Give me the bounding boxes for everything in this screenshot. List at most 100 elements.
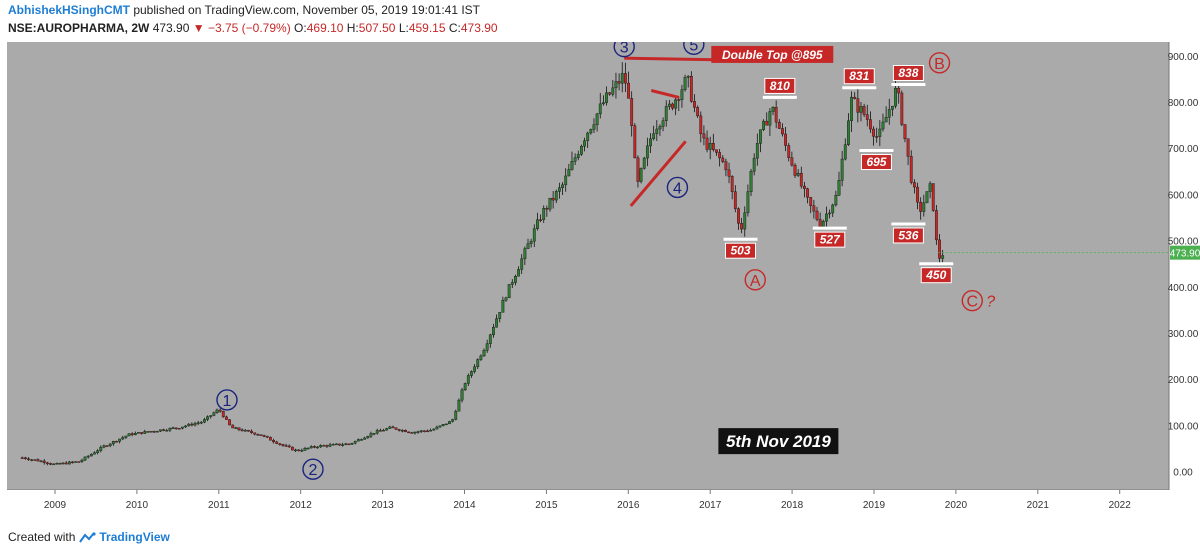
- candle-body: [787, 145, 791, 158]
- time-axis[interactable]: [7, 490, 1169, 522]
- candle-body: [137, 432, 140, 434]
- high-value: 507.50: [358, 21, 396, 35]
- candle-body: [746, 191, 750, 214]
- candle-body: [67, 461, 71, 465]
- candle-body: [341, 444, 345, 446]
- candle-body: [152, 431, 156, 433]
- candle-body: [762, 120, 766, 130]
- candle-body: [856, 98, 860, 113]
- candle-body: [275, 441, 279, 444]
- candle-body: [639, 168, 643, 182]
- candle-body: [554, 191, 558, 201]
- chart-footer: Created with TradingView: [0, 522, 1200, 552]
- candle-body: [108, 443, 112, 447]
- candle-body: [900, 92, 904, 125]
- candle-body: [42, 460, 46, 463]
- candle-body: [429, 429, 433, 432]
- candle-body: [444, 423, 448, 426]
- candle-body: [806, 188, 809, 198]
- symbol-name[interactable]: NSE:AUROPHARMA, 2W: [8, 21, 150, 35]
- candle-body: [61, 462, 65, 465]
- candle-body: [265, 435, 269, 438]
- down-arrow-icon: ▼: [192, 21, 205, 35]
- candle-body: [369, 433, 373, 437]
- chart-canvas[interactable]: 0.00 100.00 200.00 300.00 400.00 500.00 600.00…: [0, 33, 1200, 522]
- candle-body: [30, 459, 34, 461]
- candle-body: [558, 187, 561, 192]
- candle-body: [347, 443, 351, 446]
- candle-body: [118, 438, 122, 442]
- candle-body: [155, 430, 159, 433]
- candle-body: [237, 427, 241, 431]
- price-axis[interactable]: [1169, 42, 1200, 490]
- candle-body: [181, 426, 184, 429]
- candle-body: [385, 428, 389, 431]
- candle-body: [218, 409, 222, 412]
- candle-body: [177, 427, 181, 430]
- candle-body: [495, 318, 498, 328]
- level-label-box: [814, 231, 846, 248]
- candle-body: [391, 426, 395, 429]
- candle-body: [809, 197, 813, 206]
- candle-body: [667, 103, 671, 107]
- candle-body: [815, 210, 819, 220]
- publish-info: published on TradingView.com, November 0…: [130, 3, 480, 17]
- candle-body: [272, 439, 275, 443]
- candle-body: [231, 424, 235, 429]
- candle-body: [124, 435, 128, 438]
- candle-body: [536, 219, 539, 229]
- candle-body: [605, 92, 608, 103]
- candle-body: [636, 157, 640, 182]
- candle-body: [642, 157, 646, 169]
- candle-body: [649, 138, 652, 147]
- level-label-831: 831: [849, 69, 869, 83]
- candle-body: [432, 428, 436, 431]
- candle-body: [504, 297, 508, 301]
- x-tick-label: 2022: [1109, 500, 1132, 511]
- symbol-line: NSE:AUROPHARMA, 2W 473.90 ▼ −3.75 (−0.79…: [8, 21, 498, 35]
- candle-body: [906, 138, 910, 157]
- candle-body: [306, 447, 310, 450]
- candle-body: [27, 458, 30, 461]
- candle-body: [897, 88, 901, 94]
- candle-body: [799, 172, 803, 187]
- author-link[interactable]: AbhishekHSinghCMT: [8, 3, 130, 17]
- candle-body: [435, 426, 439, 430]
- open-label: O:: [294, 21, 307, 35]
- candle-body: [316, 446, 319, 449]
- candle-body: [199, 421, 203, 424]
- candle-body: [243, 429, 247, 432]
- tradingview-brand-link[interactable]: TradingView: [99, 530, 170, 544]
- candle-body: [466, 375, 470, 384]
- candle-body: [309, 446, 313, 449]
- candle-body: [564, 175, 568, 186]
- wave-circle-1: [216, 389, 238, 411]
- wave4-trendline: [629, 140, 687, 207]
- candle-body: [922, 202, 926, 212]
- candle-body: [203, 419, 206, 423]
- y-tick-label: 500.00: [1168, 237, 1199, 248]
- candle-body: [146, 431, 150, 433]
- candle-body: [727, 169, 731, 177]
- candle-body: [262, 435, 266, 437]
- plot-area[interactable]: [7, 42, 1169, 490]
- candle-body: [507, 284, 511, 299]
- x-tick-label: 2010: [126, 500, 149, 511]
- candle-body: [71, 461, 74, 464]
- candle-body: [928, 183, 932, 192]
- candle-body: [570, 161, 574, 170]
- candle-body: [517, 269, 520, 277]
- y-tick-label: 0.00: [1173, 468, 1193, 479]
- created-with: Created with TradingView: [8, 530, 170, 544]
- price-chart[interactable]: 0.00 100.00 200.00 300.00 400.00 500.00 600.00…: [0, 33, 1200, 522]
- candle-body: [589, 129, 593, 134]
- candle-body: [168, 427, 172, 431]
- level-label-box: [725, 242, 757, 259]
- candle-body: [476, 359, 480, 368]
- candle-body: [372, 432, 376, 435]
- candle-body: [187, 423, 191, 427]
- candle-body: [234, 427, 238, 429]
- candle-body: [818, 219, 822, 228]
- candle-body: [573, 157, 577, 162]
- candle-body: [498, 312, 502, 319]
